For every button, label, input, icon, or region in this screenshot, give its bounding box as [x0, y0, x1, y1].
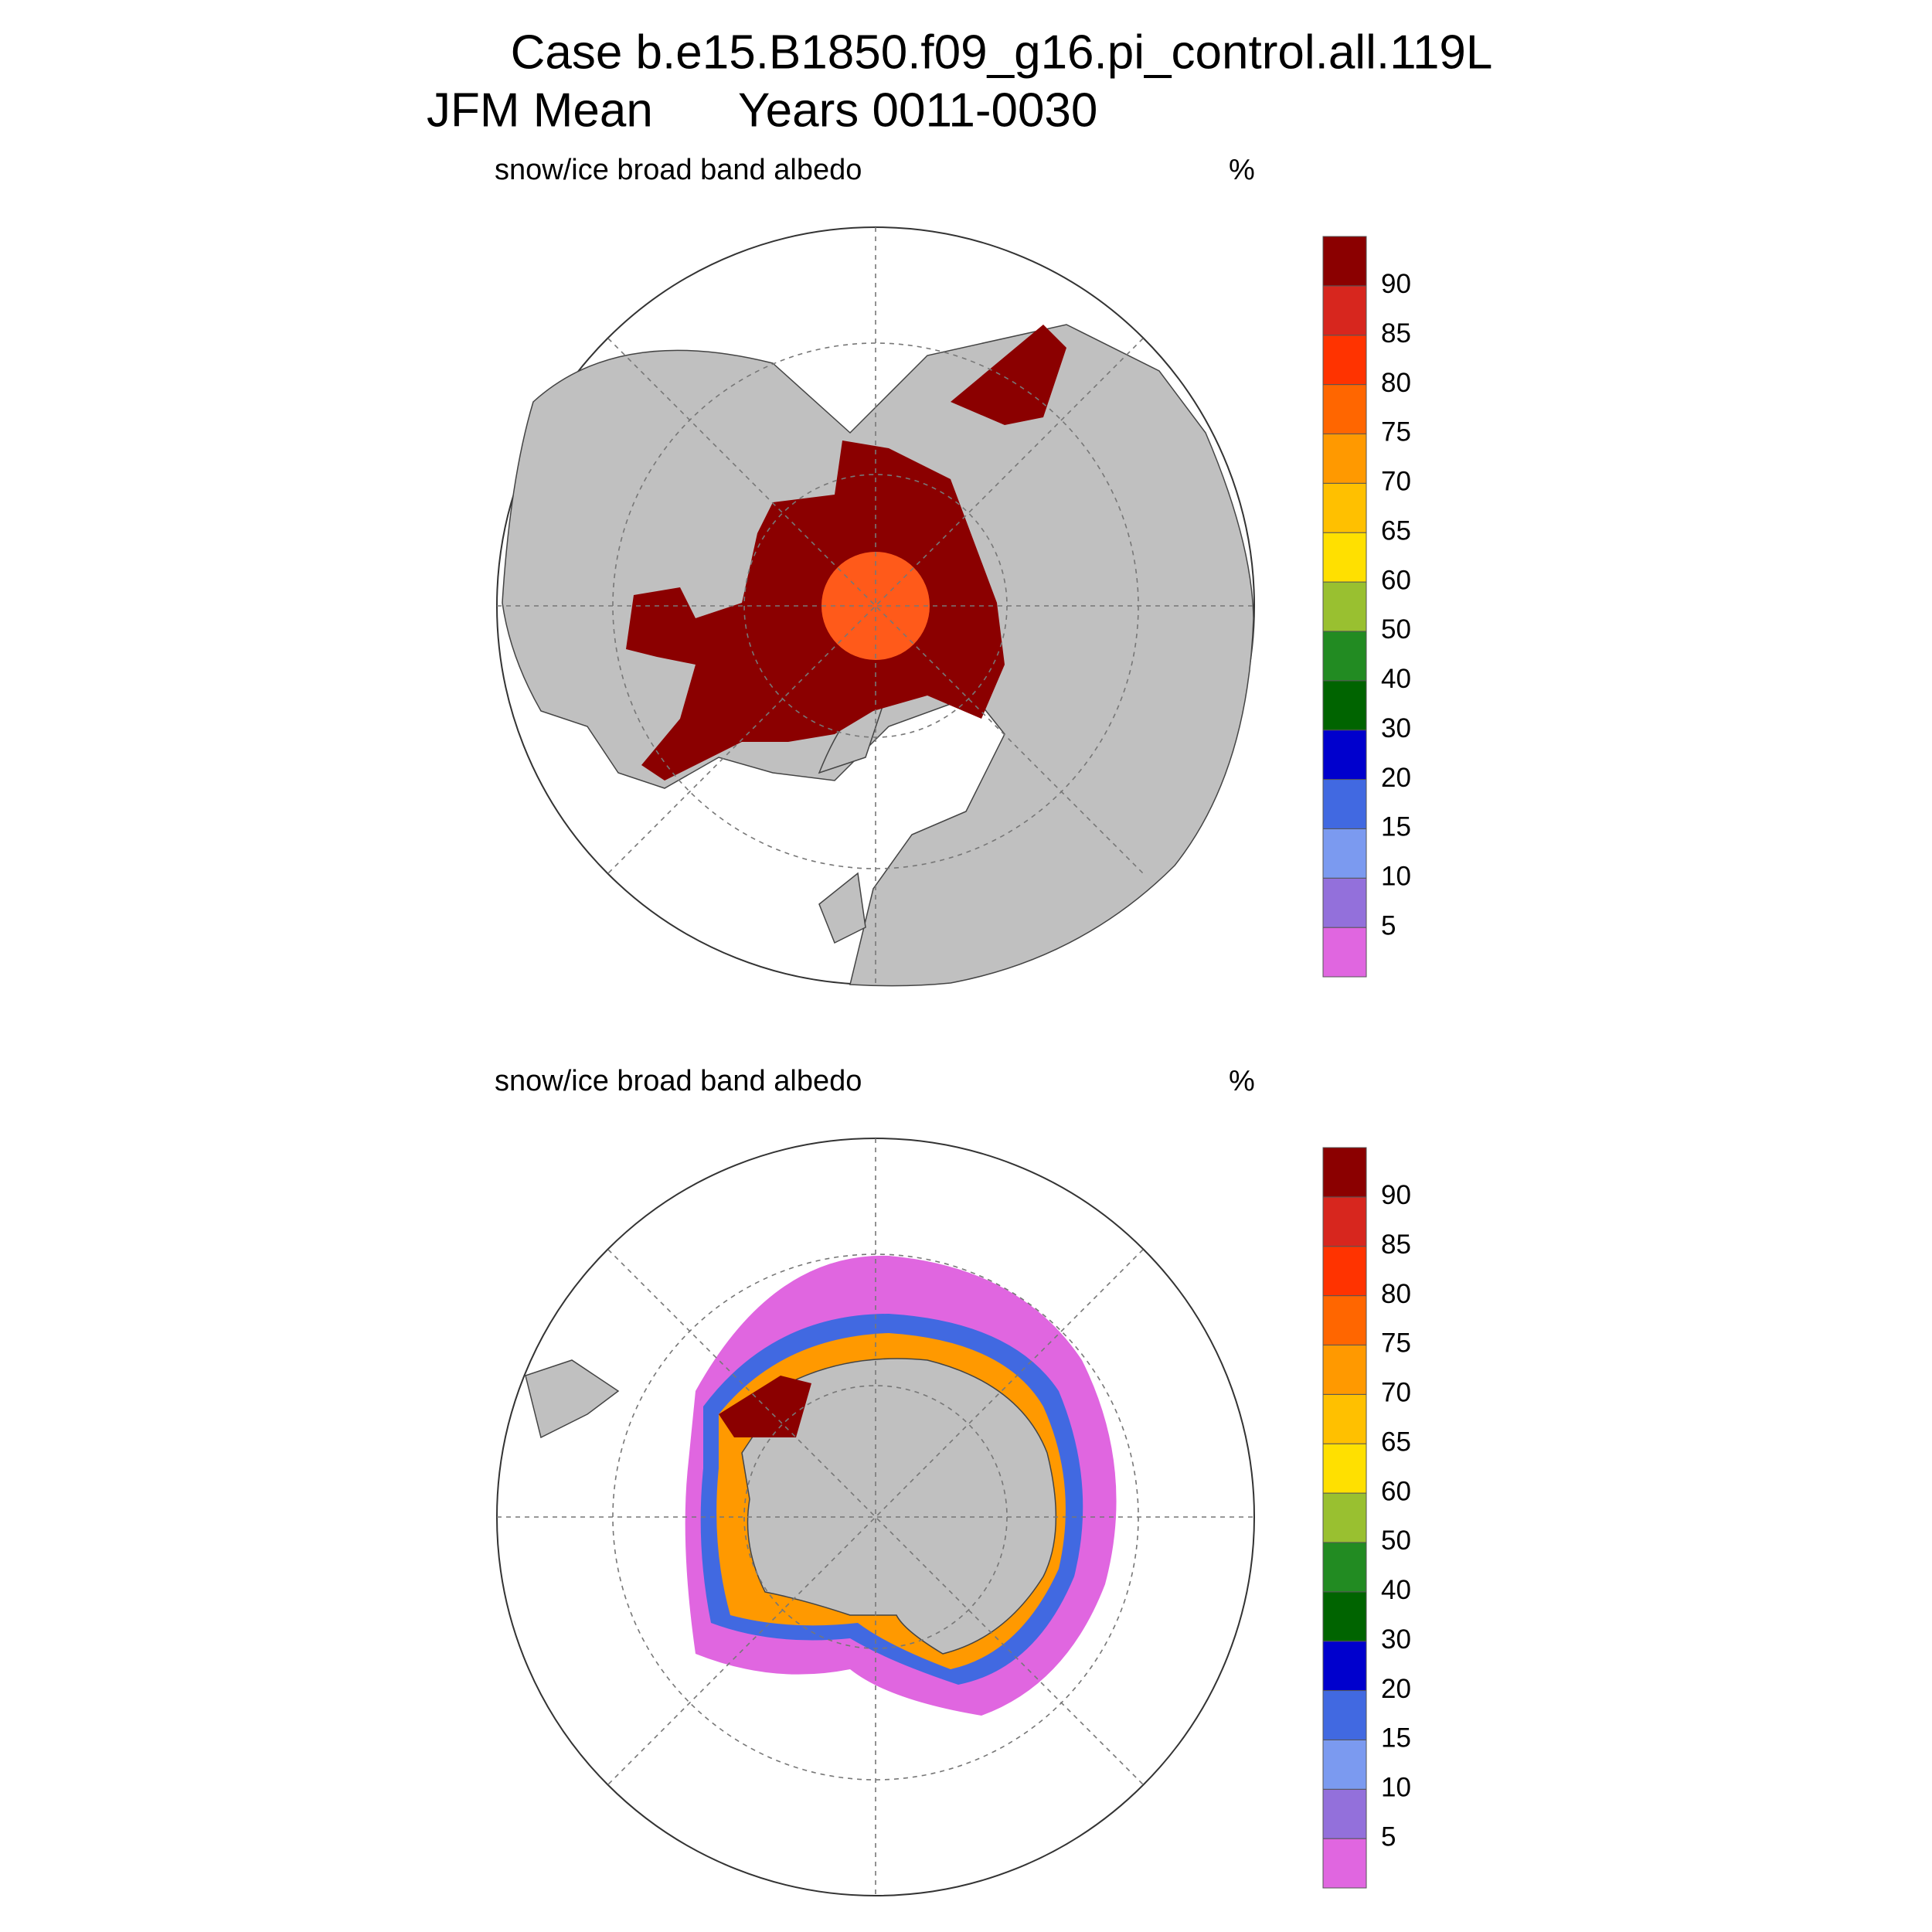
colorbar-label: 15 — [1381, 1723, 1411, 1753]
colorbar-box — [1322, 1344, 1367, 1395]
colorbar-box — [1322, 779, 1367, 829]
colorbar-box — [1322, 1739, 1367, 1790]
colorbar-label: 50 — [1381, 1526, 1411, 1556]
colorbar-box — [1322, 631, 1367, 682]
colorbar-box — [1322, 828, 1367, 879]
colorbar-box — [1322, 532, 1367, 583]
colorbar-box — [1322, 877, 1367, 928]
colorbar-label: 50 — [1381, 614, 1411, 645]
colorbar-box — [1322, 1838, 1367, 1889]
colorbar-label: 65 — [1381, 1427, 1411, 1457]
colorbar-box — [1322, 581, 1367, 632]
colorbar-label: 90 — [1381, 269, 1411, 299]
colorbar-box — [1322, 482, 1367, 533]
colorbar-label: 60 — [1381, 1476, 1411, 1506]
colorbar-label: 60 — [1381, 565, 1411, 595]
colorbar-label: 5 — [1381, 910, 1396, 940]
colorbar-box — [1322, 1641, 1367, 1692]
colorbar-label: 20 — [1381, 1674, 1411, 1704]
colorbar-box — [1322, 1443, 1367, 1494]
colorbar-box — [1322, 285, 1367, 336]
years-label: Years 0011-0030 — [738, 83, 1097, 137]
panel-units: % — [1229, 154, 1255, 186]
colorbar-label: 80 — [1381, 1279, 1411, 1309]
colorbar-label: 10 — [1381, 862, 1411, 892]
colorbar-label: 70 — [1381, 1378, 1411, 1408]
colorbar-label: 65 — [1381, 515, 1411, 546]
colorbar-label: 15 — [1381, 812, 1411, 842]
colorbar-label: 10 — [1381, 1773, 1411, 1803]
colorbar-box — [1322, 1196, 1367, 1247]
colorbar-box — [1322, 1542, 1367, 1593]
panel-units: % — [1229, 1065, 1255, 1097]
colorbar-box — [1322, 433, 1367, 484]
colorbar-label: 75 — [1381, 417, 1411, 447]
colorbar-box — [1322, 1492, 1367, 1543]
colorbar-box — [1322, 927, 1367, 978]
colorbar-label: 90 — [1381, 1180, 1411, 1210]
season-label: JFM Mean — [427, 83, 653, 137]
colorbar-box — [1322, 1147, 1367, 1198]
colorbar-box — [1322, 1246, 1367, 1297]
colorbar-label: 75 — [1381, 1328, 1411, 1359]
colorbar-label: 80 — [1381, 368, 1411, 398]
colorbar-box — [1322, 335, 1367, 386]
colorbar-label: 5 — [1381, 1821, 1396, 1852]
colorbar-label: 30 — [1381, 713, 1411, 743]
south-map — [496, 1138, 1255, 1896]
figure-title: Case b.e15.B1850.f09_g16.pi_control.all.… — [511, 26, 1493, 79]
colorbar-box — [1322, 730, 1367, 781]
colorbar-label: 70 — [1381, 467, 1411, 497]
colorbar-box — [1322, 384, 1367, 434]
colorbar-label: 40 — [1381, 664, 1411, 694]
colorbar-box — [1322, 1788, 1367, 1839]
colorbar-label: 40 — [1381, 1575, 1411, 1605]
colorbar-box — [1322, 236, 1367, 287]
colorbar-box — [1322, 1393, 1367, 1444]
colorbar-label: 85 — [1381, 1230, 1411, 1260]
north-map — [496, 226, 1255, 987]
panel-variable: snow/ice broad band albedo — [495, 1065, 862, 1097]
colorbar-label: 30 — [1381, 1624, 1411, 1655]
colorbar-box — [1322, 680, 1367, 731]
colorbar-label: 85 — [1381, 318, 1411, 349]
colorbar-label: 20 — [1381, 763, 1411, 793]
colorbar-box — [1322, 1295, 1367, 1345]
panel-variable: snow/ice broad band albedo — [495, 154, 862, 186]
colorbar-box — [1322, 1690, 1367, 1740]
colorbar-box — [1322, 1591, 1367, 1642]
